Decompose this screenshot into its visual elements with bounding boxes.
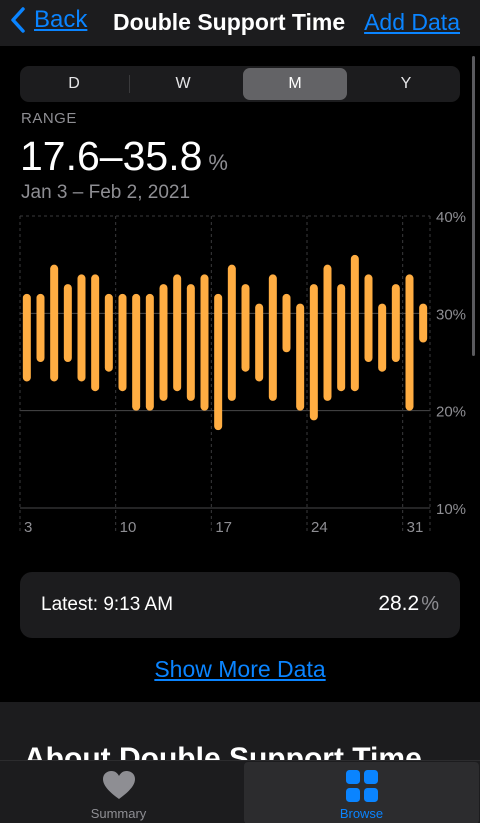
- range-bar: [378, 303, 387, 372]
- grid-icon: [345, 770, 378, 802]
- y-tick-label: 30%: [436, 306, 466, 323]
- range-bar: [255, 303, 264, 382]
- range-bar: [405, 274, 414, 411]
- range-bar: [118, 293, 127, 392]
- double-support-chart[interactable]: 40% 30% 20% 10% 3 10 17 24 31: [0, 205, 480, 540]
- latest-value: 28.2%: [378, 592, 439, 616]
- x-tick-label: 3: [24, 519, 32, 536]
- chart-grid: [19, 215, 431, 534]
- add-data-button[interactable]: Add Data: [364, 9, 460, 35]
- range-bar: [364, 274, 373, 362]
- back-button[interactable]: Back: [8, 6, 87, 34]
- date-range: Jan 3 – Feb 2, 2021: [21, 182, 191, 203]
- range-bar: [268, 274, 277, 401]
- segment-day[interactable]: D: [68, 75, 80, 92]
- x-tick-label: 24: [311, 519, 328, 536]
- tab-browse[interactable]: Browse: [244, 762, 479, 823]
- scroll-indicator[interactable]: [472, 56, 475, 356]
- chevron-left-icon: [11, 7, 25, 33]
- range-bar: [22, 293, 31, 382]
- range-value: 17.6–35.8%: [20, 133, 228, 180]
- period-segmented-control: D W M Y: [20, 66, 460, 102]
- range-bar: [63, 284, 72, 362]
- chart-bars: [22, 254, 428, 431]
- tab-bar: Summary Browse: [0, 760, 480, 823]
- range-label: RANGE: [21, 110, 77, 127]
- segment-week[interactable]: W: [175, 75, 191, 92]
- range-bar: [36, 293, 45, 362]
- latest-unit: %: [421, 593, 439, 615]
- range-bar: [350, 254, 359, 392]
- range-bar: [91, 274, 100, 392]
- segment-month[interactable]: M: [243, 68, 347, 100]
- range-bar: [227, 264, 236, 401]
- range-bar: [337, 284, 346, 392]
- range-bar: [282, 293, 291, 353]
- range-bar: [145, 293, 154, 411]
- range-unit: %: [208, 150, 228, 175]
- tab-browse-label: Browse: [339, 806, 384, 821]
- x-tick-label: 10: [120, 519, 137, 536]
- show-more-data-link[interactable]: Show More Data: [154, 656, 326, 682]
- range-bar: [214, 293, 223, 431]
- range-bar: [159, 284, 168, 401]
- range-number: 17.6–35.8: [20, 133, 203, 179]
- y-tick-label: 40%: [436, 209, 466, 226]
- range-bar: [296, 303, 305, 411]
- range-bar: [173, 274, 182, 392]
- page-title: Double Support Time: [113, 9, 346, 35]
- tab-summary-label: Summary: [90, 806, 147, 821]
- x-tick-label: 31: [407, 519, 424, 536]
- range-bar: [391, 284, 400, 362]
- segment-divider: [129, 75, 130, 93]
- range-bar: [309, 284, 318, 421]
- segment-year[interactable]: Y: [400, 75, 412, 92]
- range-bar: [200, 274, 209, 411]
- range-bar: [132, 293, 141, 411]
- range-bar: [323, 264, 332, 401]
- y-tick-label: 10%: [436, 501, 466, 518]
- latest-number: 28.2: [378, 592, 420, 615]
- navigation-bar: Back Double Support Time Add Data: [0, 0, 480, 46]
- range-bar: [104, 293, 113, 372]
- heart-icon: [102, 771, 135, 799]
- range-bar: [419, 303, 428, 343]
- latest-card[interactable]: Latest: 9:13 AM 28.2%: [20, 572, 460, 638]
- range-bar: [186, 284, 195, 401]
- x-tick-label: 17: [215, 519, 232, 536]
- range-bar: [50, 264, 59, 382]
- latest-label: Latest: 9:13 AM: [41, 594, 174, 615]
- chart-labels: 40% 30% 20% 10% 3 10 17 24 31: [24, 209, 466, 536]
- tab-summary[interactable]: Summary: [1, 762, 236, 823]
- range-bar: [77, 274, 86, 382]
- y-tick-label: 20%: [436, 404, 466, 421]
- range-bar: [241, 284, 250, 372]
- back-label: Back: [34, 6, 88, 33]
